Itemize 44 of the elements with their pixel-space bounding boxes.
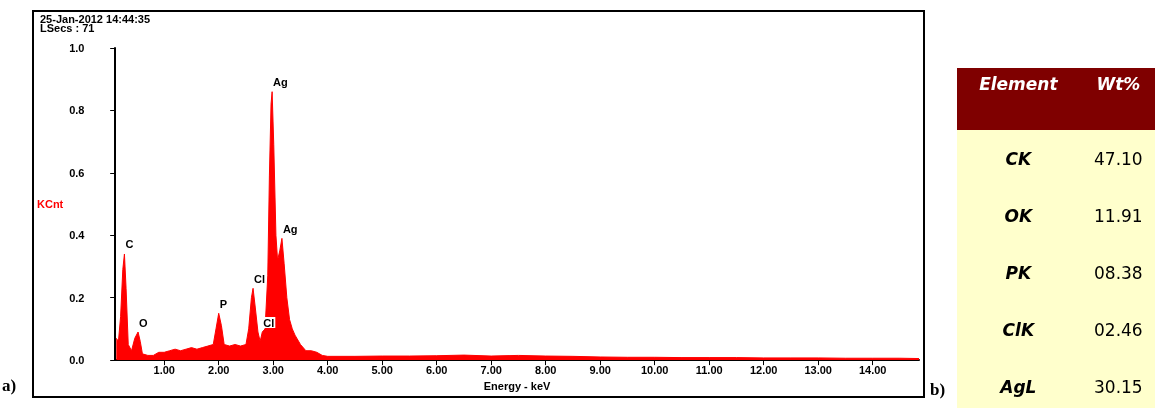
y-tick-label: 0.0 <box>69 354 85 367</box>
y-tick-label: 0.6 <box>69 166 85 179</box>
text: 02.46 <box>1094 319 1143 340</box>
x-tick-label: 12.00 <box>749 363 778 376</box>
x-tick-label: 10.00 <box>640 363 669 376</box>
x-axis-title: Energy - keV <box>483 379 552 392</box>
y-axis-title: KCnt <box>36 198 64 211</box>
category-label: AgL <box>957 358 1080 408</box>
y-tick-label: 0.4 <box>69 229 86 242</box>
category-label: OK <box>957 187 1080 244</box>
text: Wt% <box>1079 68 1155 130</box>
annotation: O <box>139 316 149 329</box>
text: b) <box>930 380 946 400</box>
x-tick-label: 13.00 <box>804 363 832 376</box>
x-tick-label: 11.00 <box>695 363 723 376</box>
annotation: Cl <box>254 272 266 285</box>
x-tick-label: 5.00 <box>371 363 393 376</box>
text: 30.15 <box>1094 376 1143 397</box>
annotation: Cl <box>263 316 275 329</box>
x-tick-label: 8.00 <box>534 363 557 376</box>
x-tick-label: 1.00 <box>153 363 175 376</box>
y-tick-label: 1.0 <box>69 42 85 54</box>
text: Element <box>957 68 1080 130</box>
x-tick-label: 9.00 <box>589 363 611 376</box>
category-label: ClK <box>957 301 1080 358</box>
x-tick-label: 2.00 <box>208 363 230 376</box>
y-tick-label: 0.2 <box>69 291 85 304</box>
text: 47.10 <box>1094 148 1143 169</box>
x-tick-label: 3.00 <box>262 363 284 376</box>
text: 11.91 <box>1094 205 1143 226</box>
annotation: P <box>219 297 228 310</box>
x-tick-label: 14.00 <box>858 363 887 376</box>
annotation: Ag <box>282 222 298 235</box>
chart-title: 25-Jan-2012 14:44:35 <box>40 12 151 25</box>
text: 08.38 <box>1094 262 1143 283</box>
y-tick-label: 0.8 <box>69 104 85 117</box>
x-tick-label: 7.00 <box>480 363 502 376</box>
annotation: C <box>125 238 134 251</box>
category-label: CK <box>957 130 1080 187</box>
x-tick-label: 6.00 <box>425 363 448 376</box>
text: a) <box>2 376 17 396</box>
category-label: PK <box>957 244 1080 301</box>
annotation: Ag <box>273 76 288 89</box>
x-tick-label: 4.00 <box>317 363 339 376</box>
